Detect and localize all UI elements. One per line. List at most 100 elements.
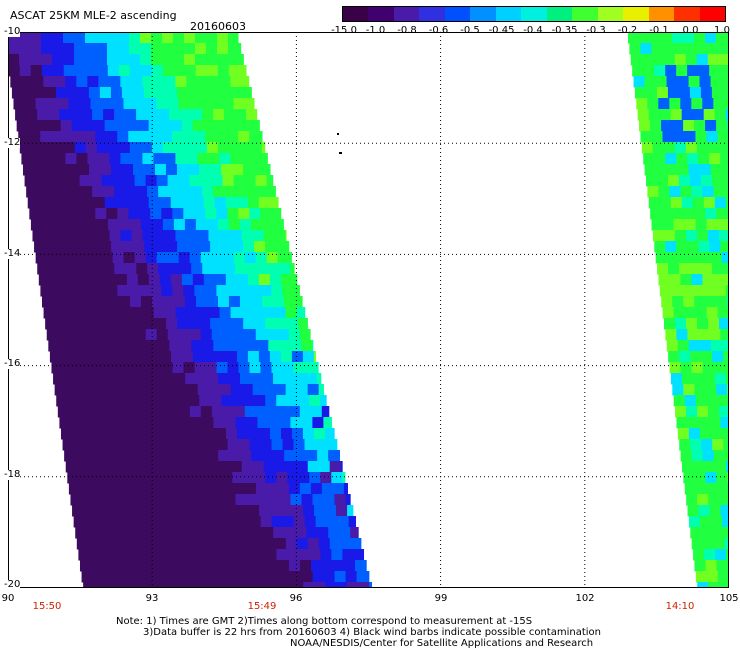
wind-cell xyxy=(111,549,123,561)
wind-cell xyxy=(263,461,276,473)
wind-cell xyxy=(302,428,315,440)
wind-cell xyxy=(205,439,218,451)
wind-cell xyxy=(325,505,337,517)
wind-cell xyxy=(698,505,711,517)
wind-cell xyxy=(687,65,699,77)
wind-cell xyxy=(310,483,323,495)
wind-cell xyxy=(122,318,134,330)
wind-cell xyxy=(650,208,662,220)
wind-cell xyxy=(277,329,290,341)
wind-cell xyxy=(298,549,310,561)
wind-cell xyxy=(680,450,693,462)
wind-cell xyxy=(89,318,101,330)
wind-cell xyxy=(136,571,149,583)
wind-cell xyxy=(110,164,123,176)
wind-cell xyxy=(137,428,150,440)
wind-cell xyxy=(178,560,191,572)
wind-cell xyxy=(63,219,76,231)
wind-cell xyxy=(217,54,229,66)
wind-cell xyxy=(309,395,321,407)
wind-cell xyxy=(19,43,31,55)
wind-cell xyxy=(237,505,249,517)
wind-cell xyxy=(705,472,717,484)
wind-cell xyxy=(701,439,713,451)
wind-cell xyxy=(64,373,76,385)
wind-cell xyxy=(206,32,218,44)
wind-cell xyxy=(202,340,214,352)
wind-cell xyxy=(163,527,175,539)
wind-cell xyxy=(48,263,60,275)
wind-cell xyxy=(161,131,173,143)
wind-cell xyxy=(315,439,328,451)
wind-cell xyxy=(274,307,287,319)
wind-cell xyxy=(59,186,71,198)
wind-cell xyxy=(255,483,268,495)
wind-cell xyxy=(169,340,181,352)
wind-cell xyxy=(260,439,273,451)
wind-cell xyxy=(119,373,131,385)
wind-cell xyxy=(314,582,326,588)
wind-cell xyxy=(79,560,92,572)
colorbar-label: -0.5 xyxy=(460,25,480,36)
wind-cell xyxy=(263,230,275,242)
wind-cell xyxy=(172,131,184,143)
wind-cell xyxy=(139,362,151,374)
wind-cell xyxy=(147,186,159,198)
wind-cell xyxy=(40,131,52,143)
wind-cell xyxy=(329,538,342,550)
wind-cell xyxy=(186,384,199,396)
wind-cell xyxy=(78,318,90,330)
lon-label-96: 96 xyxy=(289,593,303,604)
wind-cell xyxy=(118,219,131,231)
wind-cell xyxy=(76,230,88,242)
wind-cell xyxy=(121,87,134,99)
wind-cell xyxy=(652,230,665,242)
wind-cell xyxy=(85,219,98,231)
wind-cell xyxy=(222,98,234,110)
wind-cell xyxy=(226,582,238,588)
wind-cell xyxy=(659,285,672,297)
wind-cell xyxy=(345,571,358,583)
wind-cell xyxy=(148,351,161,363)
wind-cell xyxy=(706,571,719,583)
wind-cell xyxy=(104,197,117,209)
wind-cell xyxy=(650,32,662,44)
wind-cell xyxy=(70,186,82,198)
wind-cell xyxy=(656,87,669,99)
wind-cell xyxy=(340,461,343,473)
wind-cell xyxy=(251,527,263,539)
wind-cell xyxy=(255,175,268,187)
wind-cell xyxy=(265,472,277,484)
wind-cell xyxy=(90,406,103,418)
wind-cell xyxy=(114,417,126,429)
wind-cell xyxy=(57,329,70,341)
wind-cell xyxy=(696,230,709,242)
wind-cell xyxy=(59,340,71,352)
wind-cell xyxy=(67,395,79,407)
wind-cell xyxy=(282,516,295,528)
wind-cell xyxy=(184,43,196,55)
wind-cell xyxy=(200,98,212,110)
wind-cell xyxy=(240,450,252,462)
wind-cell xyxy=(282,285,294,297)
wind-cell xyxy=(279,263,291,275)
wind-cell xyxy=(205,208,217,220)
wind-cell xyxy=(129,142,142,154)
wind-cell xyxy=(166,395,178,407)
wind-cell xyxy=(156,252,169,264)
wind-cell xyxy=(708,494,720,506)
colorbar-segment xyxy=(444,7,471,21)
wind-cell xyxy=(158,417,170,429)
wind-cell xyxy=(63,296,76,308)
wind-cell xyxy=(247,428,260,440)
wind-cell xyxy=(153,461,166,473)
wind-cell xyxy=(303,505,315,517)
wind-cell xyxy=(217,32,229,44)
wind-cell xyxy=(93,274,106,286)
wind-cell xyxy=(266,329,279,341)
lon-label-93: 93 xyxy=(145,593,159,604)
wind-cell xyxy=(228,142,241,154)
wind-cell xyxy=(73,131,85,143)
wind-cell xyxy=(112,175,125,187)
wind-cell xyxy=(65,153,77,165)
